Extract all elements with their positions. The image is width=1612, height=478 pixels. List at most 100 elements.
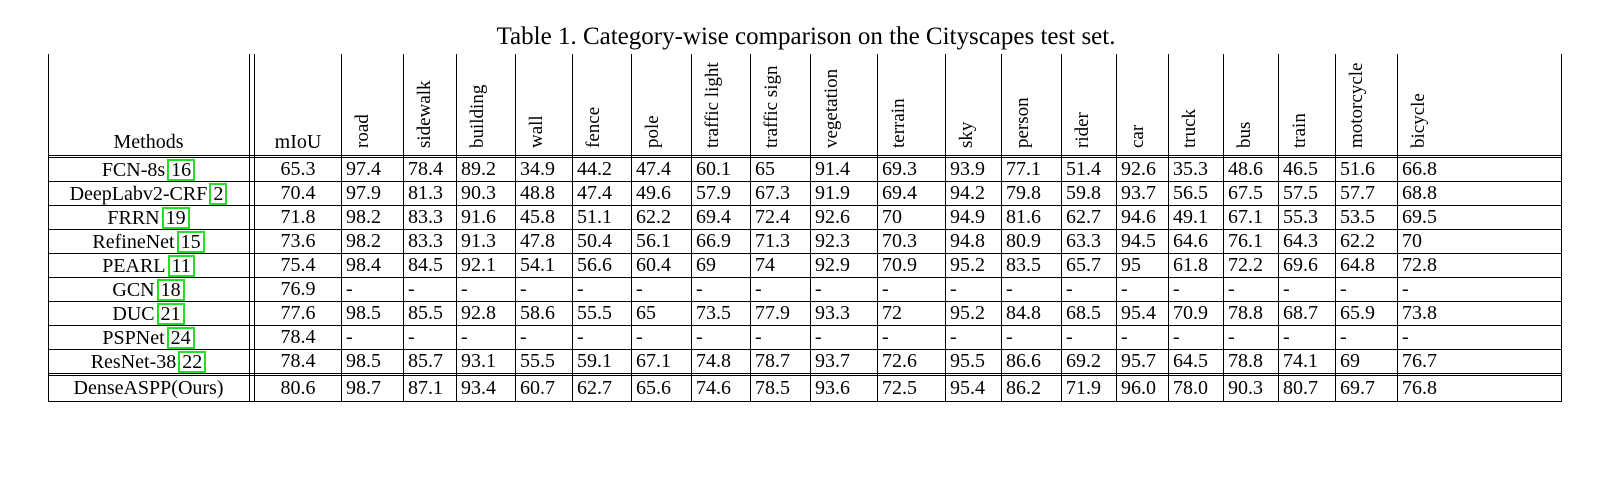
- category-value: 95.4: [1121, 302, 1156, 324]
- category-value: 93.6: [815, 377, 850, 399]
- category-value: 57.9: [696, 182, 731, 204]
- citation-link[interactable]: 15: [176, 231, 205, 253]
- category-value: 93.3: [815, 302, 850, 324]
- category-value: 76.1: [1228, 230, 1263, 252]
- category-value: 78.8: [1228, 350, 1263, 372]
- category-value: 67.1: [1228, 206, 1263, 228]
- category-value: 78.7: [755, 350, 790, 372]
- row-divider: [48, 301, 1562, 302]
- column-divider: [877, 54, 878, 402]
- method-label: PEARL: [102, 255, 166, 277]
- category-value: 90.3: [1228, 377, 1263, 399]
- method-name: DUC 21: [48, 303, 249, 325]
- category-value: -: [1006, 278, 1013, 300]
- category-value: 94.6: [1121, 206, 1156, 228]
- category-value: 59.1: [577, 350, 612, 372]
- column-divider: [515, 54, 516, 402]
- category-value: 92.6: [1121, 158, 1156, 180]
- category-value: 96.0: [1121, 377, 1156, 399]
- column-divider: [1116, 54, 1117, 402]
- column-divider: [341, 54, 342, 402]
- miou-value: 78.4: [280, 326, 316, 348]
- header-category: fence: [583, 106, 604, 148]
- category-value: 59.8: [1066, 182, 1101, 204]
- category-value: -: [950, 326, 957, 348]
- category-value: 94.5: [1121, 230, 1156, 252]
- category-value: 51.1: [577, 206, 612, 228]
- method-name: FCN-8s 16: [48, 159, 249, 181]
- category-value: -: [1173, 326, 1180, 348]
- category-value: 56.1: [636, 230, 671, 252]
- category-value: 92.6: [815, 206, 850, 228]
- category-value: 83.3: [408, 230, 443, 252]
- category-value: 76.8: [1402, 377, 1437, 399]
- column-divider: [456, 54, 457, 402]
- method-name: PSPNet 24: [48, 327, 249, 349]
- citation-link[interactable]: 19: [161, 207, 190, 229]
- category-value: 64.6: [1173, 230, 1208, 252]
- category-value: 74: [755, 254, 775, 276]
- citation-link[interactable]: 22: [178, 351, 207, 373]
- row-divider: [48, 277, 1562, 278]
- header-category: road: [352, 114, 373, 148]
- row-divider: [48, 229, 1562, 230]
- citation-link[interactable]: 16: [167, 159, 196, 181]
- category-value: 98.7: [346, 377, 381, 399]
- citation-link[interactable]: 11: [167, 255, 195, 277]
- category-value: 92.9: [815, 254, 850, 276]
- header-category: truck: [1179, 108, 1200, 148]
- method-name: FRRN 19: [48, 207, 249, 229]
- category-value: 56.6: [577, 254, 612, 276]
- category-value: 74.6: [696, 377, 731, 399]
- citation-link[interactable]: 21: [156, 303, 185, 325]
- miou-value: 71.8: [280, 206, 316, 228]
- category-value: 91.9: [815, 182, 850, 204]
- category-value: 69: [1340, 350, 1360, 372]
- table-left-border: [48, 54, 49, 402]
- category-value: 68.5: [1066, 302, 1101, 324]
- miou-value: 76.9: [280, 278, 316, 300]
- methods-divider-b: [254, 54, 255, 402]
- category-value: -: [882, 278, 889, 300]
- citation-link[interactable]: 18: [156, 279, 185, 301]
- category-value: 65.7: [1066, 254, 1101, 276]
- category-value: -: [1121, 278, 1128, 300]
- category-value: 64.5: [1173, 350, 1208, 372]
- category-value: 85.5: [408, 302, 443, 324]
- citation-link[interactable]: 2: [209, 183, 228, 205]
- category-value: 35.3: [1173, 158, 1208, 180]
- category-value: 92.8: [461, 302, 496, 324]
- method-name: RefineNet 15: [48, 231, 249, 253]
- category-value: 93.7: [815, 350, 850, 372]
- category-value: 73.8: [1402, 302, 1437, 324]
- column-divider: [1335, 54, 1336, 402]
- category-value: 93.4: [461, 377, 496, 399]
- category-value: 60.7: [520, 377, 555, 399]
- category-value: 97.9: [346, 182, 381, 204]
- miou-value: 77.6: [280, 302, 316, 324]
- category-value: 71.3: [755, 230, 790, 252]
- category-value: 95.4: [950, 377, 985, 399]
- category-value: -: [1066, 326, 1073, 348]
- category-value: 93.9: [950, 158, 985, 180]
- category-value: 72.8: [1402, 254, 1437, 276]
- method-label: ResNet-38: [90, 351, 177, 373]
- category-value: 92.3: [815, 230, 850, 252]
- category-value: 72.2: [1228, 254, 1263, 276]
- citation-link[interactable]: 24: [166, 327, 195, 349]
- category-value: 65.6: [636, 377, 671, 399]
- header-category: sky: [956, 121, 977, 148]
- header-rule-bottom: [48, 157, 1562, 158]
- category-value: -: [520, 326, 527, 348]
- category-value: 68.8: [1402, 182, 1437, 204]
- category-value: -: [882, 326, 889, 348]
- category-value: 98.2: [346, 206, 381, 228]
- category-value: 72.6: [882, 350, 917, 372]
- method-label: RefineNet: [92, 231, 175, 253]
- category-value: 60.4: [636, 254, 671, 276]
- method-label: DeepLabv2-CRF: [69, 183, 208, 205]
- miou-value: 73.6: [280, 230, 316, 252]
- category-value: 50.4: [577, 230, 612, 252]
- method-label: DenseASPP(Ours): [73, 377, 224, 399]
- method-label: PSPNet: [102, 327, 165, 349]
